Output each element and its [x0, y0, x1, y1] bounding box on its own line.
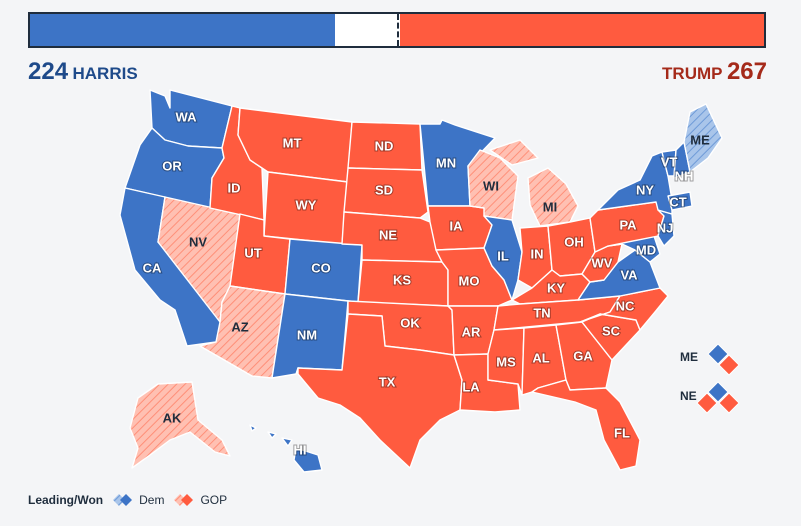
split-state-me: ME: [680, 343, 740, 376]
state-ak[interactable]: [129, 381, 231, 469]
state-label-ut: UT: [244, 246, 261, 261]
state-label-oh: OH: [564, 235, 584, 250]
state-label-ga: GA: [573, 349, 593, 364]
state-label-sd: SD: [375, 183, 393, 198]
state-label-ar: AR: [462, 325, 481, 340]
state-label-nh: NH: [675, 169, 694, 184]
state-label-ia: IA: [450, 219, 464, 234]
majority-line: [397, 14, 399, 46]
state-label-mt: MT: [283, 136, 302, 151]
state-ct[interactable]: [667, 191, 693, 211]
state-labels: WA OR CA NV ID MT WY UT AZ CO NM ND SD NE KS OK TX MN IA MO…: [142, 109, 710, 459]
state-label-ky: KY: [547, 281, 565, 296]
state-label-ne: NE: [379, 228, 397, 243]
gop-ev-count: 267: [726, 58, 767, 85]
state-label-ok: OK: [400, 316, 420, 331]
state-label-me: ME: [690, 133, 710, 148]
state-label-wa: WA: [176, 110, 198, 125]
split-ne-district-2: [718, 392, 740, 414]
state-hi[interactable]: [249, 424, 323, 473]
state-label-ny: NY: [636, 183, 654, 198]
state-label-co: CO: [311, 261, 331, 276]
state-label-ca: CA: [143, 261, 162, 276]
state-label-al: AL: [532, 351, 549, 366]
state-tx[interactable]: [297, 313, 463, 469]
gop-legend-swatch: [174, 494, 194, 506]
dem-ev-count: 224: [28, 58, 69, 85]
state-il[interactable]: [483, 215, 523, 301]
state-label-mn: MN: [436, 156, 456, 171]
split-state-ne: NE: [680, 381, 740, 414]
state-mi[interactable]: [489, 139, 579, 227]
state-label-az: AZ: [231, 320, 248, 335]
state-label-tx: TX: [379, 375, 396, 390]
state-nc[interactable]: [579, 287, 669, 331]
state-label-nj: NJ: [657, 221, 674, 236]
state-label-hi: HI: [294, 443, 307, 458]
state-fl[interactable]: [531, 379, 641, 471]
state-label-mo: MO: [459, 274, 480, 289]
state-label-ak: AK: [163, 411, 182, 426]
state-label-id: ID: [228, 181, 241, 196]
legend: Leading/Won Dem GOP: [28, 493, 227, 507]
dem-tally: 224 HARRIS: [28, 58, 138, 86]
state-label-nm: NM: [297, 328, 317, 343]
state-label-sc: SC: [602, 324, 621, 339]
state-label-in: IN: [531, 247, 544, 262]
state-label-pa: PA: [619, 218, 637, 233]
legend-title: Leading/Won: [28, 493, 104, 507]
state-me[interactable]: [683, 103, 723, 173]
split-me-district: [718, 354, 740, 376]
state-label-ms: MS: [496, 355, 516, 370]
split-ne-statewide: [696, 392, 718, 414]
state-label-md: MD: [636, 243, 656, 258]
state-label-vt: VT: [661, 155, 678, 170]
state-label-nd: ND: [375, 139, 394, 154]
gop-candidate-name: TRUMP: [662, 64, 723, 83]
state-label-il: IL: [497, 249, 509, 264]
gop-ev-fill: [399, 14, 764, 46]
state-label-tn: TN: [533, 306, 550, 321]
state-label-or: OR: [162, 159, 182, 174]
state-label-wv: WV: [592, 256, 613, 271]
state-label-mi: MI: [543, 200, 557, 215]
state-label-fl: FL: [614, 426, 630, 441]
legend-gop-label: GOP: [200, 493, 228, 507]
state-sd[interactable]: [343, 167, 429, 219]
state-label-nc: NC: [616, 299, 635, 314]
split-me-label: ME: [680, 350, 698, 364]
state-label-ct: CT: [669, 195, 686, 210]
state-label-nv: NV: [189, 235, 207, 250]
electoral-vote-bar: [28, 12, 766, 48]
split-me-statewide: [707, 343, 729, 365]
legend-dem-label: Dem: [139, 493, 165, 507]
split-ne-district: [707, 381, 729, 403]
state-label-wi: WI: [483, 179, 499, 194]
state-label-ks: KS: [393, 273, 411, 288]
dem-ev-fill: [30, 14, 336, 46]
dem-legend-swatch: [113, 494, 133, 506]
split-ne-label: NE: [680, 389, 697, 403]
dem-candidate-name: HARRIS: [72, 64, 138, 83]
state-label-la: LA: [462, 380, 480, 395]
gop-tally: TRUMP 267: [662, 58, 767, 86]
state-label-va: VA: [620, 268, 638, 283]
state-label-wy: WY: [296, 198, 317, 213]
